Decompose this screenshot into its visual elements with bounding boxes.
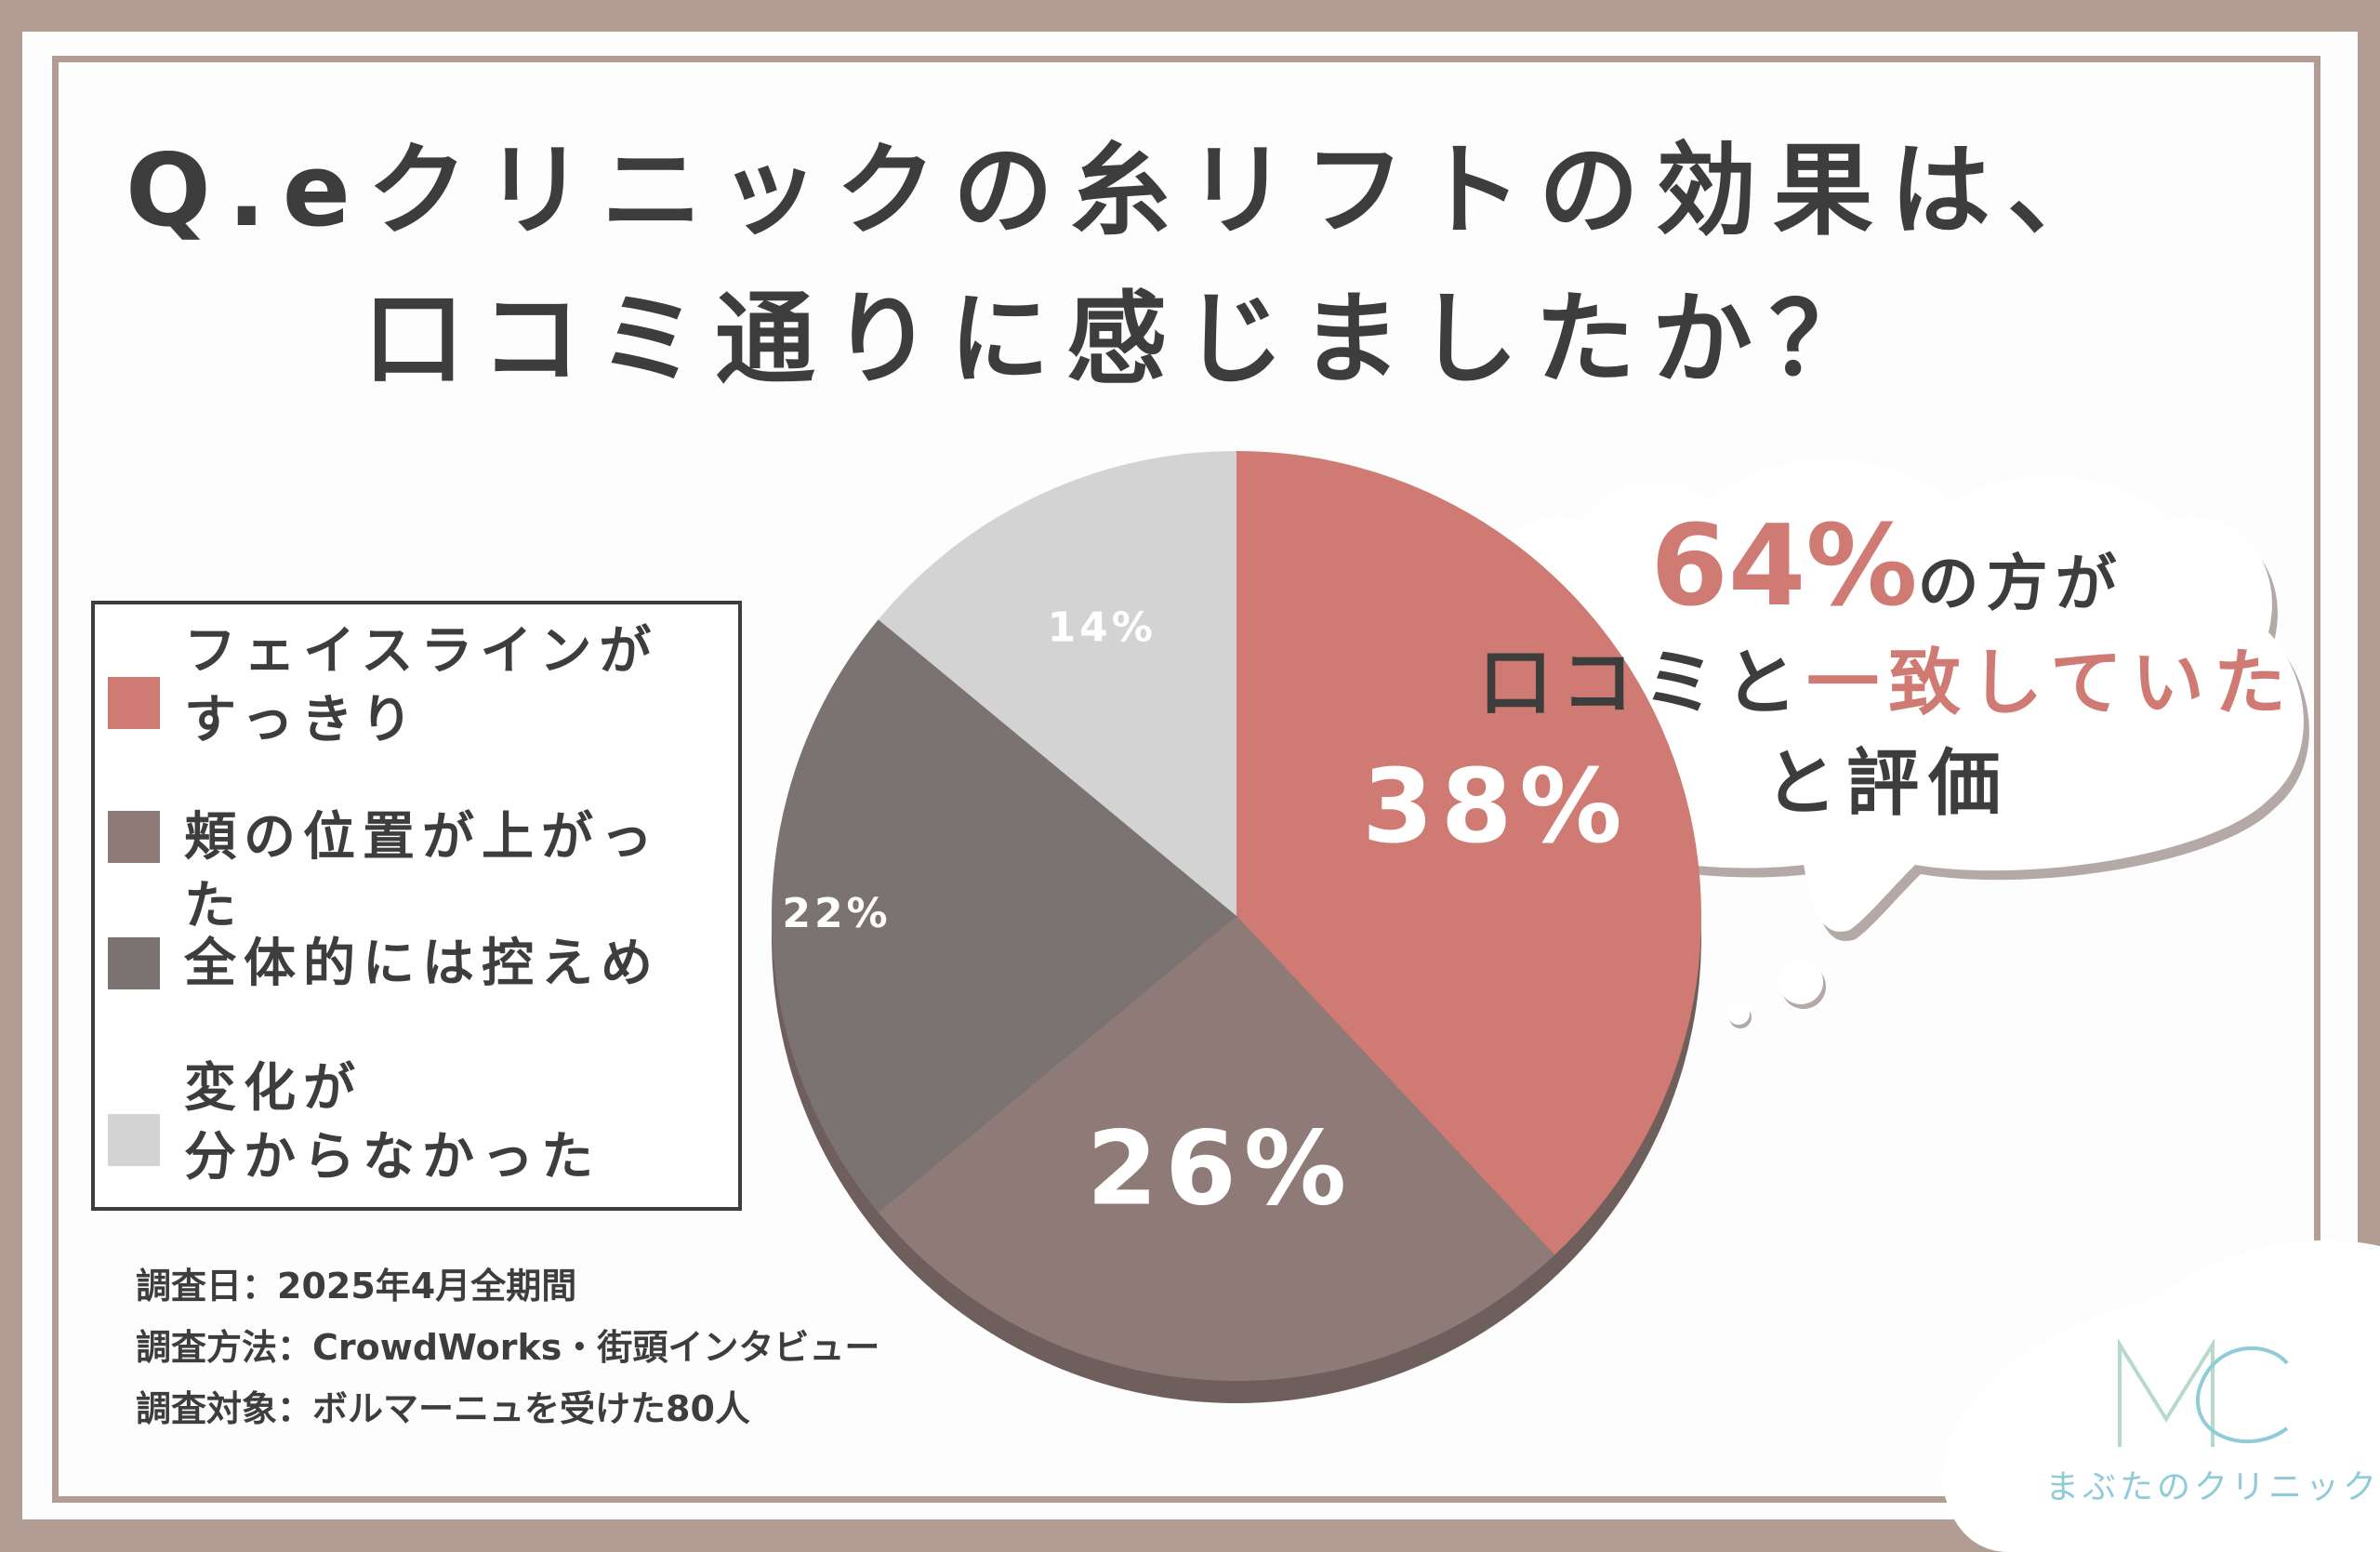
survey-date: 調査日：2025年4月全期間 <box>136 1266 577 1307</box>
title-line-1: Q.eクリニックの糸リフトの効果は、 <box>125 133 2125 249</box>
clinic-logo-name: まぶたのクリニック <box>2045 1468 2380 1506</box>
bubble-line-1: 64%の方が <box>1460 502 2315 631</box>
survey-target: 調査対象：ボルマーニュを受けた80人 <box>136 1388 750 1429</box>
pie-data-label: 38% <box>1362 747 1629 866</box>
pie-slice <box>878 451 1236 916</box>
bubble-highlight-percent: 64% <box>1650 502 1918 631</box>
inner-border <box>52 56 2320 1503</box>
bubble-line-3: と評価 <box>1764 742 2010 826</box>
survey-notes: 調査日：2025年4月全期間 調査方法：CrowdWorks・街頭インタビュー … <box>136 1255 879 1439</box>
logo-blob <box>1942 1240 2380 1552</box>
legend: フェイスラインが すっきり 頬の位置が上がった 全体的には控えめ 変化が 分から… <box>91 601 742 1211</box>
legend-item: 全体的には控えめ <box>108 930 705 999</box>
bubble-line-1-rest: の方が <box>1917 548 2124 619</box>
legend-swatch <box>108 937 160 989</box>
pie-data-label: 26% <box>1087 1109 1354 1228</box>
bubble-line-2: 口コミと一致していた <box>1460 625 2315 729</box>
legend-label: フェイスラインが <box>184 621 659 682</box>
legend-label: すっきり <box>184 690 420 750</box>
legend-label: 分からなかった <box>184 1127 601 1187</box>
legend-label: 変化が <box>184 1058 363 1119</box>
legend-label: 頬の位置が上がった <box>184 807 660 936</box>
legend-item: 頬の位置が上がった <box>108 803 705 941</box>
survey-method: 調査方法：CrowdWorks・街頭インタビュー <box>136 1327 880 1368</box>
bubble-line-2-plain: 口コミと <box>1479 642 1807 725</box>
pie-data-label: 14% <box>1048 604 1157 651</box>
legend-swatch <box>108 1114 160 1166</box>
clinic-logo-icon <box>2118 1338 2289 1447</box>
pie-slice <box>772 619 1236 1213</box>
title-line-2: 口コミ通りに感じましたか？ <box>363 282 1886 398</box>
legend-item: 変化が 分からなかった <box>108 1055 705 1192</box>
pie-slice <box>878 916 1555 1381</box>
legend-swatch <box>108 811 160 863</box>
legend-swatch <box>108 677 160 729</box>
pie-slice <box>1236 451 1701 1255</box>
legend-label: 全体的には控えめ <box>184 934 660 994</box>
bubble-line-2-accent: 一致していた <box>1806 642 2295 725</box>
pie-data-label: 22% <box>782 890 891 937</box>
legend-item: フェイスラインが すっきり <box>108 617 705 755</box>
